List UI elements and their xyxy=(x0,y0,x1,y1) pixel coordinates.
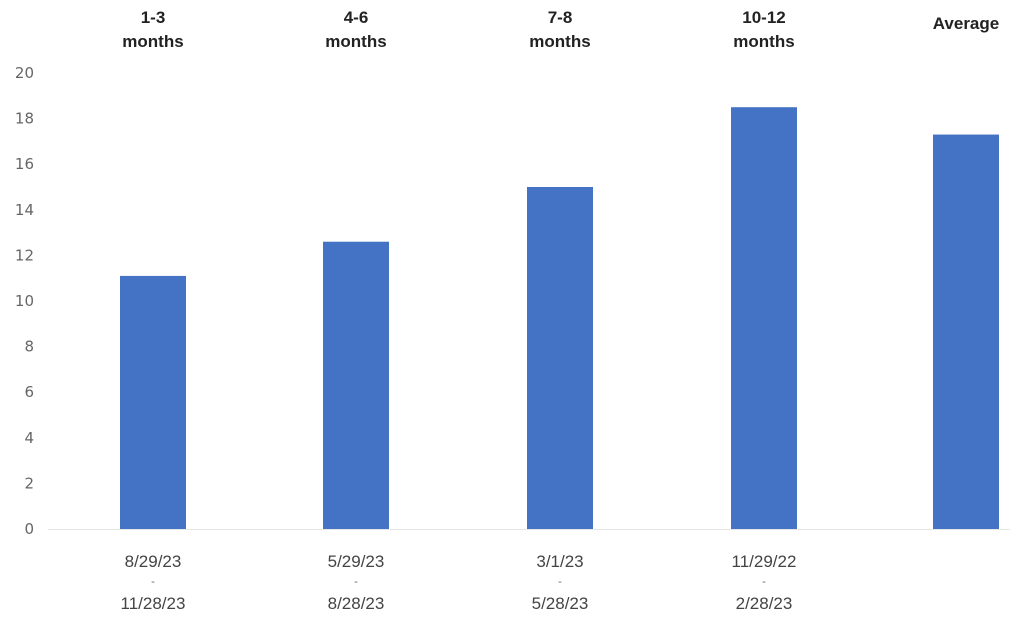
category-label-bottom: 8/29/23 xyxy=(125,552,182,571)
category-label-top: 1-3 xyxy=(141,8,166,27)
category-label-bottom: 5/28/23 xyxy=(532,594,589,613)
category-label-bottom: - xyxy=(558,576,562,588)
y-tick-label: 16 xyxy=(15,155,34,173)
y-axis: 0 2 4 6 8 10 12 14 16 18 20 xyxy=(15,64,34,538)
category-label-top: months xyxy=(325,32,386,51)
category-labels-bottom: 8/29/23 - 11/28/23 5/29/23 - 8/28/23 3/1/23 - 5/… xyxy=(121,552,797,613)
category-label-bottom: 5/29/23 xyxy=(328,552,385,571)
y-tick-label: 12 xyxy=(15,246,34,264)
bar xyxy=(120,275,186,529)
category-label-top: months xyxy=(733,32,794,51)
category-label-bottom: 3/1/23 xyxy=(536,552,583,571)
category-label-top: 10-12 xyxy=(742,8,785,27)
category-labels-top: 1-3 months 4-6 months 7-8 months 10-12 months Av… xyxy=(122,8,999,51)
category-label-bottom: - xyxy=(762,576,766,588)
category-label-bottom: - xyxy=(151,576,155,588)
category-label-top: Average xyxy=(933,14,999,33)
y-tick-label: 8 xyxy=(24,338,34,356)
bars-group xyxy=(120,107,999,529)
category-label-bottom: 11/28/23 xyxy=(121,594,186,613)
bar xyxy=(527,187,593,529)
category-label-top: 4-6 xyxy=(344,8,369,27)
y-tick-label: 20 xyxy=(15,64,34,82)
bar xyxy=(731,107,797,529)
category-label-bottom: 8/28/23 xyxy=(328,594,385,613)
y-tick-label: 6 xyxy=(24,383,34,401)
category-label-bottom: - xyxy=(354,576,358,588)
y-tick-label: 14 xyxy=(15,201,34,219)
y-tick-label: 4 xyxy=(24,429,34,447)
bar xyxy=(933,134,999,529)
y-tick-label: 2 xyxy=(24,474,34,492)
category-label-top: months xyxy=(122,32,183,51)
category-label-top: months xyxy=(529,32,590,51)
y-tick-label: 0 xyxy=(24,520,34,538)
category-label-bottom: 2/28/23 xyxy=(736,594,793,613)
y-tick-label: 10 xyxy=(15,292,34,310)
y-tick-label: 18 xyxy=(15,110,34,128)
bar xyxy=(323,241,389,529)
category-label-top: 7-8 xyxy=(548,8,573,27)
category-label-bottom: 11/29/22 xyxy=(732,552,797,571)
